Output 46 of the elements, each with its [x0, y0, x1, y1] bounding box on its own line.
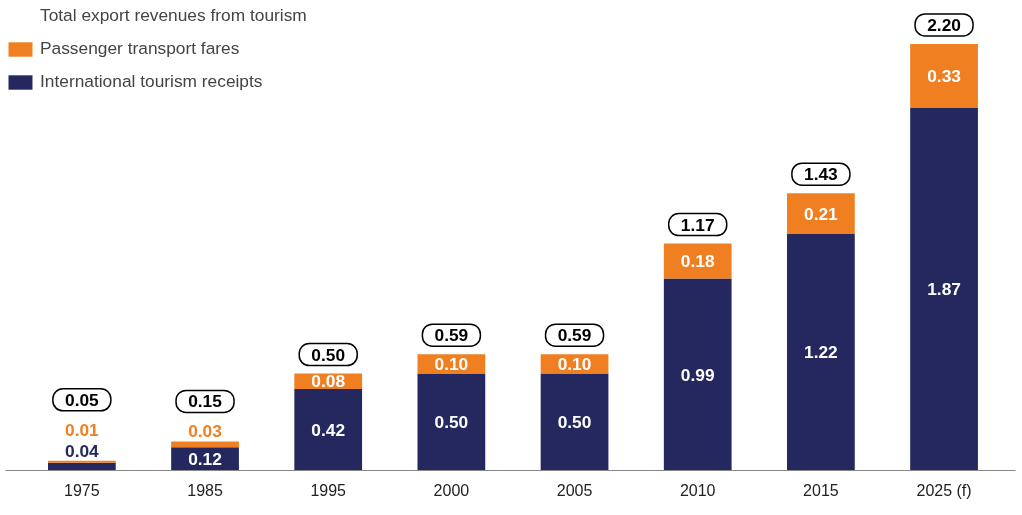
bar [663, 278, 732, 471]
x-tick-label: 2010 [679, 481, 716, 499]
data-label: 0.04 [65, 440, 100, 461]
data-label: 0.08 [311, 371, 346, 392]
data-label: 0.33 [927, 65, 962, 86]
bar [787, 193, 855, 234]
data-label: 0.12 [188, 448, 222, 469]
total-label: 0.59 [557, 325, 592, 346]
data-label: 0.03 [188, 421, 223, 442]
x-tick-label: 2025 (f) [916, 481, 972, 499]
total-label: 1.43 [804, 164, 839, 185]
x-tick-label: 2000 [433, 481, 470, 499]
data-label: 0.18 [680, 251, 715, 272]
data-label: 0.50 [557, 412, 592, 433]
x-tick-label: 1995 [310, 481, 347, 499]
bar [47, 462, 116, 471]
data-label: 0.50 [434, 412, 469, 433]
legend-label: International tourism receipts [40, 71, 263, 92]
legend-label: Passenger transport fares [40, 38, 240, 59]
data-label: 1.22 [804, 342, 838, 363]
total-label: 2.20 [927, 14, 961, 35]
data-label: 0.42 [311, 419, 346, 440]
data-label: 0.10 [557, 353, 592, 374]
data-label: 0.21 [804, 203, 839, 224]
total-label: 0.15 [188, 391, 223, 412]
bar [910, 107, 978, 471]
bar [787, 233, 855, 471]
bar [294, 389, 363, 471]
bar [417, 373, 486, 471]
total-label: 1.17 [680, 214, 715, 235]
data-label: 0.99 [680, 364, 715, 385]
bar [663, 243, 732, 279]
x-tick-label: 1975 [64, 481, 100, 499]
total-label: 0.59 [434, 325, 469, 346]
x-tick-label: 2005 [556, 481, 593, 499]
bar [540, 373, 609, 471]
x-tick-label: 2015 [803, 481, 839, 499]
total-label: 0.05 [65, 389, 100, 410]
total-label: 0.50 [311, 344, 346, 365]
x-tick-label: 1985 [187, 481, 223, 499]
text: Total export revenues from tourism [40, 5, 307, 26]
data-label: 0.10 [434, 353, 469, 374]
data-label: 0.01 [65, 419, 100, 440]
data-label: 1.87 [927, 279, 961, 300]
bar [171, 441, 239, 448]
bar [910, 43, 978, 108]
